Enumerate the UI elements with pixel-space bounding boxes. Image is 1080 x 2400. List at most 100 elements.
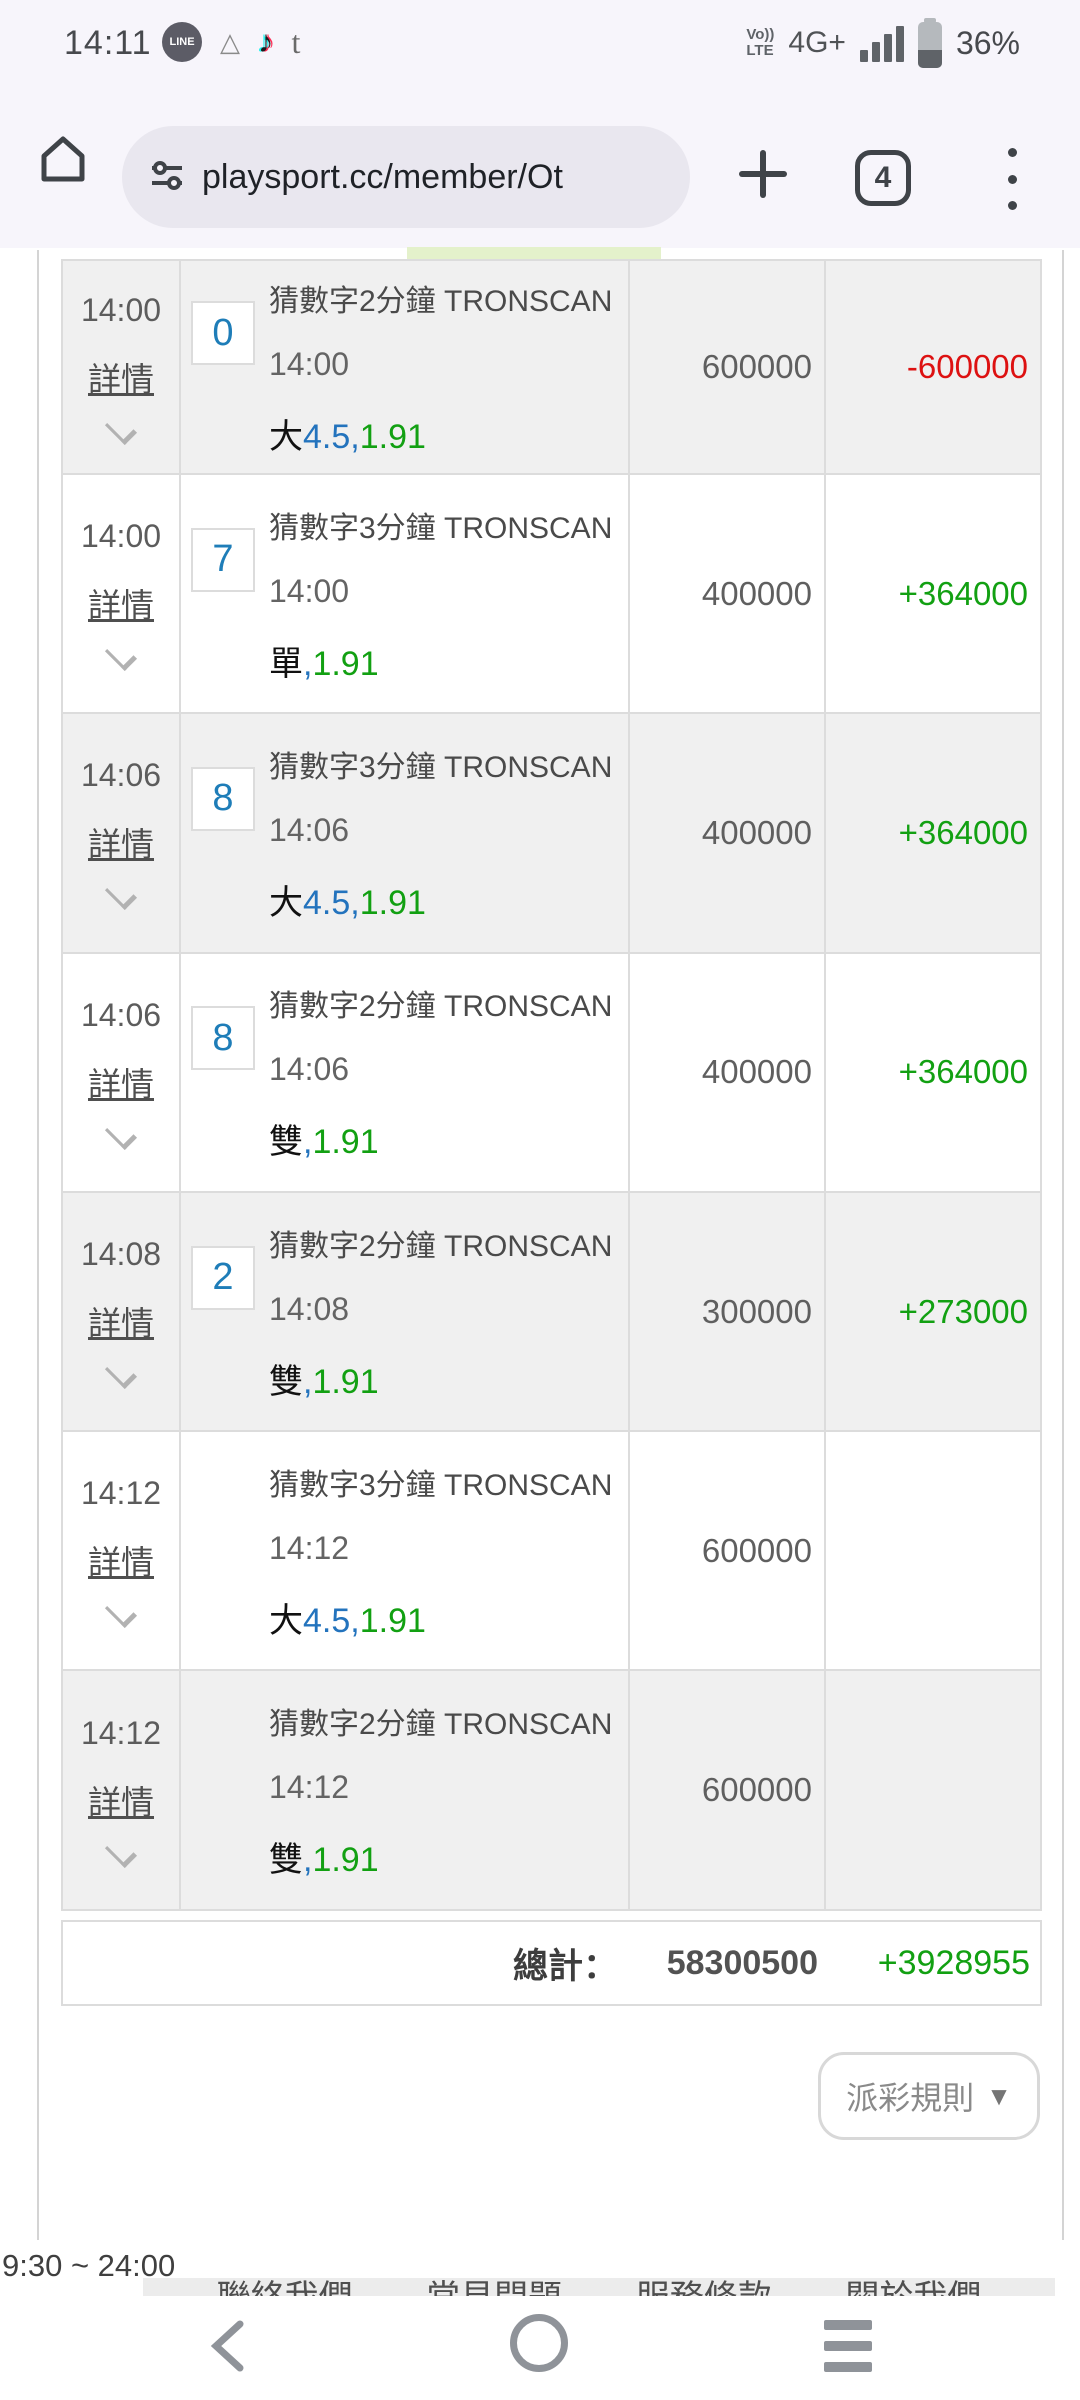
bet-selection: 大4.5,1.91: [269, 409, 628, 458]
bet-result: +364000: [898, 574, 1028, 612]
table-row: 14:08 詳情 2 猜數字2分鐘 TRONSCAN 14:08 雙,1.91 …: [63, 1192, 1040, 1433]
detail-link[interactable]: 詳情: [88, 826, 154, 864]
android-nav-bar: [0, 2296, 1080, 2400]
selection-text: 雙: [269, 1123, 303, 1162]
bet-time: 14:12: [80, 1475, 162, 1512]
bet-title: 猜數字2分鐘 TRONSCAN: [269, 1229, 613, 1263]
bet-info: 猜數字3分鐘 TRONSCAN 14:12 大4.5,1.91: [269, 1432, 628, 1669]
bet-amount: 600000: [630, 1432, 826, 1670]
selection-odds: 1.91: [312, 1362, 379, 1401]
detail-link[interactable]: 詳情: [88, 1783, 154, 1821]
detail-link[interactable]: 詳情: [88, 1305, 154, 1343]
bet-title: 猜數字3分鐘 TRONSCAN: [269, 750, 613, 784]
selection-text: 雙: [269, 1362, 303, 1401]
table-row: 14:12 詳情 猜數字2分鐘 TRONSCAN 14:12 雙,1.91 60…: [63, 1671, 1040, 1911]
signal-strength-icon: [859, 24, 904, 62]
url-bar[interactable]: playsport.cc/member/Ot: [122, 126, 690, 228]
t-app-icon: t: [291, 23, 301, 60]
detail-link[interactable]: 詳情: [88, 360, 154, 398]
bet-title: 猜數字2分鐘 TRONSCAN: [269, 285, 613, 318]
battery-percent: 36%: [955, 24, 1020, 61]
network-type: 4G+: [788, 26, 846, 59]
footer-link-contact[interactable]: 聯絡我們: [217, 2278, 353, 2296]
selection-odds: 1.91: [312, 1841, 379, 1880]
detail-link[interactable]: 詳情: [88, 587, 154, 625]
bet-selection: 大4.5,1.91: [269, 1593, 628, 1642]
chevron-down-icon[interactable]: [104, 878, 138, 911]
selection-handicap: ,: [303, 1841, 313, 1880]
bet-title: 猜數字2分鐘 TRONSCAN: [269, 990, 613, 1024]
tiktok-app-icon: ♪: [258, 24, 274, 59]
selection-odds: 1.91: [312, 1123, 379, 1162]
bet-selection: 雙,1.91: [269, 1114, 628, 1163]
bet-amount: 400000: [630, 953, 826, 1191]
bet-result: +364000: [898, 813, 1028, 851]
browser-toolbar: playsport.cc/member/Ot 4: [0, 84, 1080, 248]
bet-selection: 雙,1.91: [269, 1354, 628, 1403]
bet-info: 猜數字3分鐘 TRONSCAN 14:06 大4.5,1.91: [269, 714, 628, 951]
bet-time: 14:08: [80, 1236, 162, 1273]
menu-kebab-icon[interactable]: [1008, 148, 1018, 210]
url-text[interactable]: playsport.cc/member/Ot: [202, 157, 563, 196]
selection-text: 大: [269, 1601, 303, 1640]
nav-back-icon[interactable]: [206, 2318, 250, 2374]
nav-recents-icon[interactable]: [824, 2320, 872, 2372]
bet-info: 猜數字2分鐘 TRONSCAN 14:00 大4.5,1.91: [269, 261, 628, 473]
volte-bottom: LTE: [746, 42, 774, 59]
chevron-down-icon[interactable]: [104, 1117, 138, 1150]
bet-time: 14:06: [80, 996, 162, 1033]
tab-switcher[interactable]: 4: [855, 150, 911, 206]
detail-link[interactable]: 詳情: [88, 1065, 154, 1103]
new-tab-icon[interactable]: [739, 150, 787, 198]
draw-number-badge: 8: [191, 766, 255, 831]
bet-result: +273000: [898, 1292, 1028, 1330]
bet-period: 14:12: [269, 1529, 350, 1566]
chevron-down-icon[interactable]: [104, 639, 138, 672]
selection-odds: 1.91: [359, 883, 426, 922]
nav-home-icon[interactable]: [510, 2314, 568, 2372]
battery-icon: [917, 17, 942, 68]
chevron-down-icon[interactable]: [104, 1596, 138, 1629]
totals-profit: +3928955: [877, 1943, 1030, 1982]
bet-info: 猜數字2分鐘 TRONSCAN 14:08 雙,1.91: [269, 1193, 628, 1430]
table-row: 14:06 詳情 8 猜數字3分鐘 TRONSCAN 14:06 大4.5,1.…: [63, 714, 1040, 954]
volte-icon: Vo)) LTE: [746, 27, 774, 59]
footer-link-about[interactable]: 關於我們: [845, 2278, 981, 2296]
highlight-sliver: [407, 247, 661, 259]
bet-amount: 600000: [630, 1671, 826, 1909]
chevron-down-icon[interactable]: [104, 1356, 138, 1390]
table-row: 14:00 詳情 0 猜數字2分鐘 TRONSCAN 14:00 大4.5,1.…: [63, 261, 1040, 475]
chevron-down-icon[interactable]: [104, 412, 138, 445]
bet-selection: 大4.5,1.91: [269, 875, 628, 924]
table-row: 14:00 詳情 7 猜數字3分鐘 TRONSCAN 14:00 單,1.91 …: [63, 475, 1040, 715]
selection-handicap: ,: [303, 1362, 313, 1401]
bet-title: 猜數字3分鐘 TRONSCAN: [269, 511, 613, 545]
triangle-app-icon: △: [220, 26, 240, 57]
home-icon[interactable]: [38, 134, 88, 184]
bet-time: 14:00: [80, 518, 162, 555]
draw-number-badge: 2: [191, 1245, 255, 1310]
table-row: 14:12 詳情 猜數字3分鐘 TRONSCAN 14:12 大4.5,1.91…: [63, 1432, 1040, 1672]
selection-handicap: 4.5,: [303, 418, 360, 456]
bet-amount: 400000: [630, 475, 826, 713]
chevron-down-icon[interactable]: [104, 1835, 138, 1868]
selection-text: 單: [269, 644, 303, 683]
selection-handicap: ,: [303, 1123, 313, 1162]
bet-amount: 400000: [630, 714, 826, 952]
payout-rules-button[interactable]: 派彩規則 ▼: [818, 2052, 1040, 2140]
notification-icons: LINE △ ♪ t: [162, 20, 300, 64]
bet-info: 猜數字2分鐘 TRONSCAN 14:12 雙,1.91: [269, 1671, 628, 1908]
outer-table-border-left: [37, 250, 39, 2240]
selection-text: 大: [269, 418, 303, 456]
bet-amount: 600000: [630, 261, 826, 473]
footer-link-terms[interactable]: 服務條款: [636, 2278, 772, 2296]
bet-selection: 單,1.91: [269, 636, 628, 685]
tune-icon[interactable]: [148, 156, 186, 199]
dropdown-arrow-icon: ▼: [986, 2080, 1012, 2111]
status-indicators: Vo)) LTE 4G+ 36%: [746, 17, 1020, 68]
bet-time: 14:12: [80, 1714, 162, 1751]
footer-link-faq[interactable]: 常見問題: [426, 2278, 562, 2296]
totals-row: 總計： 58300500 +3928955: [61, 1920, 1042, 2006]
detail-link[interactable]: 詳情: [88, 1544, 154, 1582]
selection-odds: 1.91: [312, 644, 379, 683]
